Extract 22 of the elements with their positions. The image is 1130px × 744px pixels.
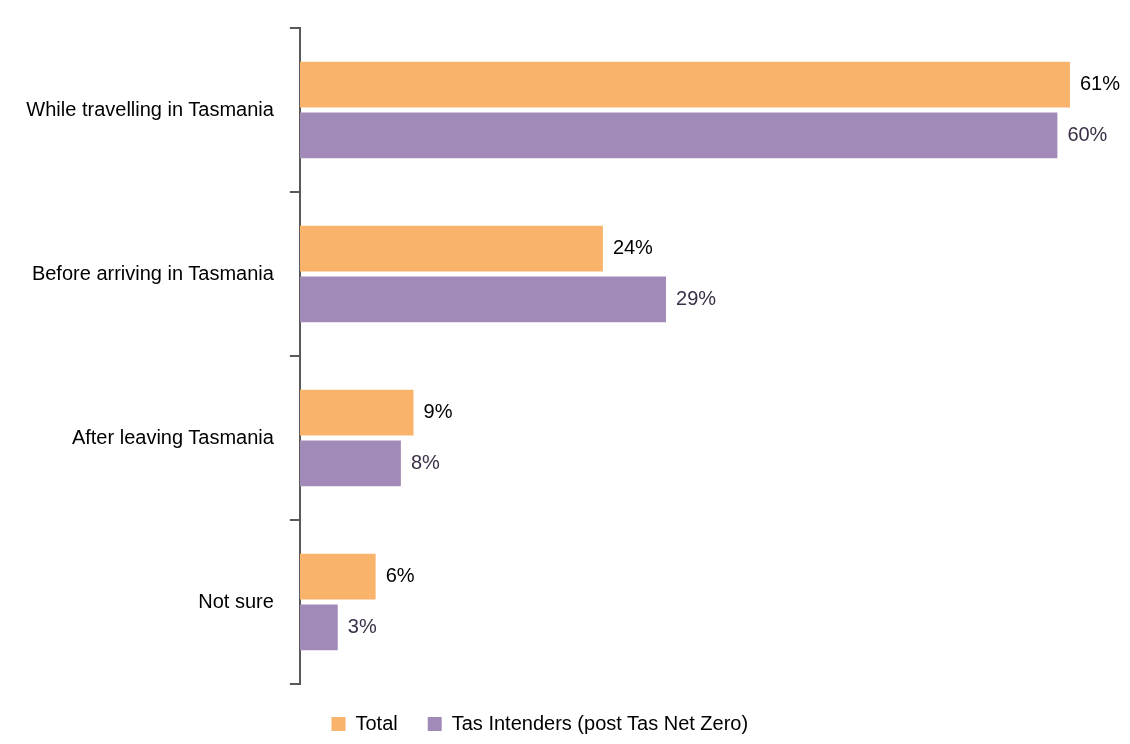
- data-label: 61%: [1080, 72, 1121, 95]
- bar: [299, 225, 603, 272]
- y-tick-label: Before arriving in Tasmania: [31, 261, 275, 284]
- y-tick-label: Not sure: [198, 589, 274, 612]
- bar: [299, 112, 1058, 159]
- bar: [299, 604, 338, 651]
- bar: [299, 553, 376, 600]
- bar: [299, 440, 401, 487]
- data-label: 8%: [410, 450, 440, 473]
- data-label: 29%: [676, 286, 717, 309]
- y-tick-label: After leaving Tasmania: [71, 425, 275, 448]
- bar: [299, 389, 414, 436]
- bar: [299, 276, 666, 323]
- data-label: 6%: [385, 564, 415, 587]
- data-label: 60%: [1067, 122, 1108, 145]
- legend-label: Total: [355, 711, 398, 734]
- bar: [299, 61, 1070, 108]
- data-label: 9%: [423, 400, 453, 423]
- legend-label: Tas Intenders (post Tas Net Zero): [451, 711, 749, 734]
- data-label: 3%: [347, 614, 377, 637]
- data-label: 24%: [612, 236, 654, 259]
- y-tick-label: While travelling in Tasmania: [26, 97, 275, 120]
